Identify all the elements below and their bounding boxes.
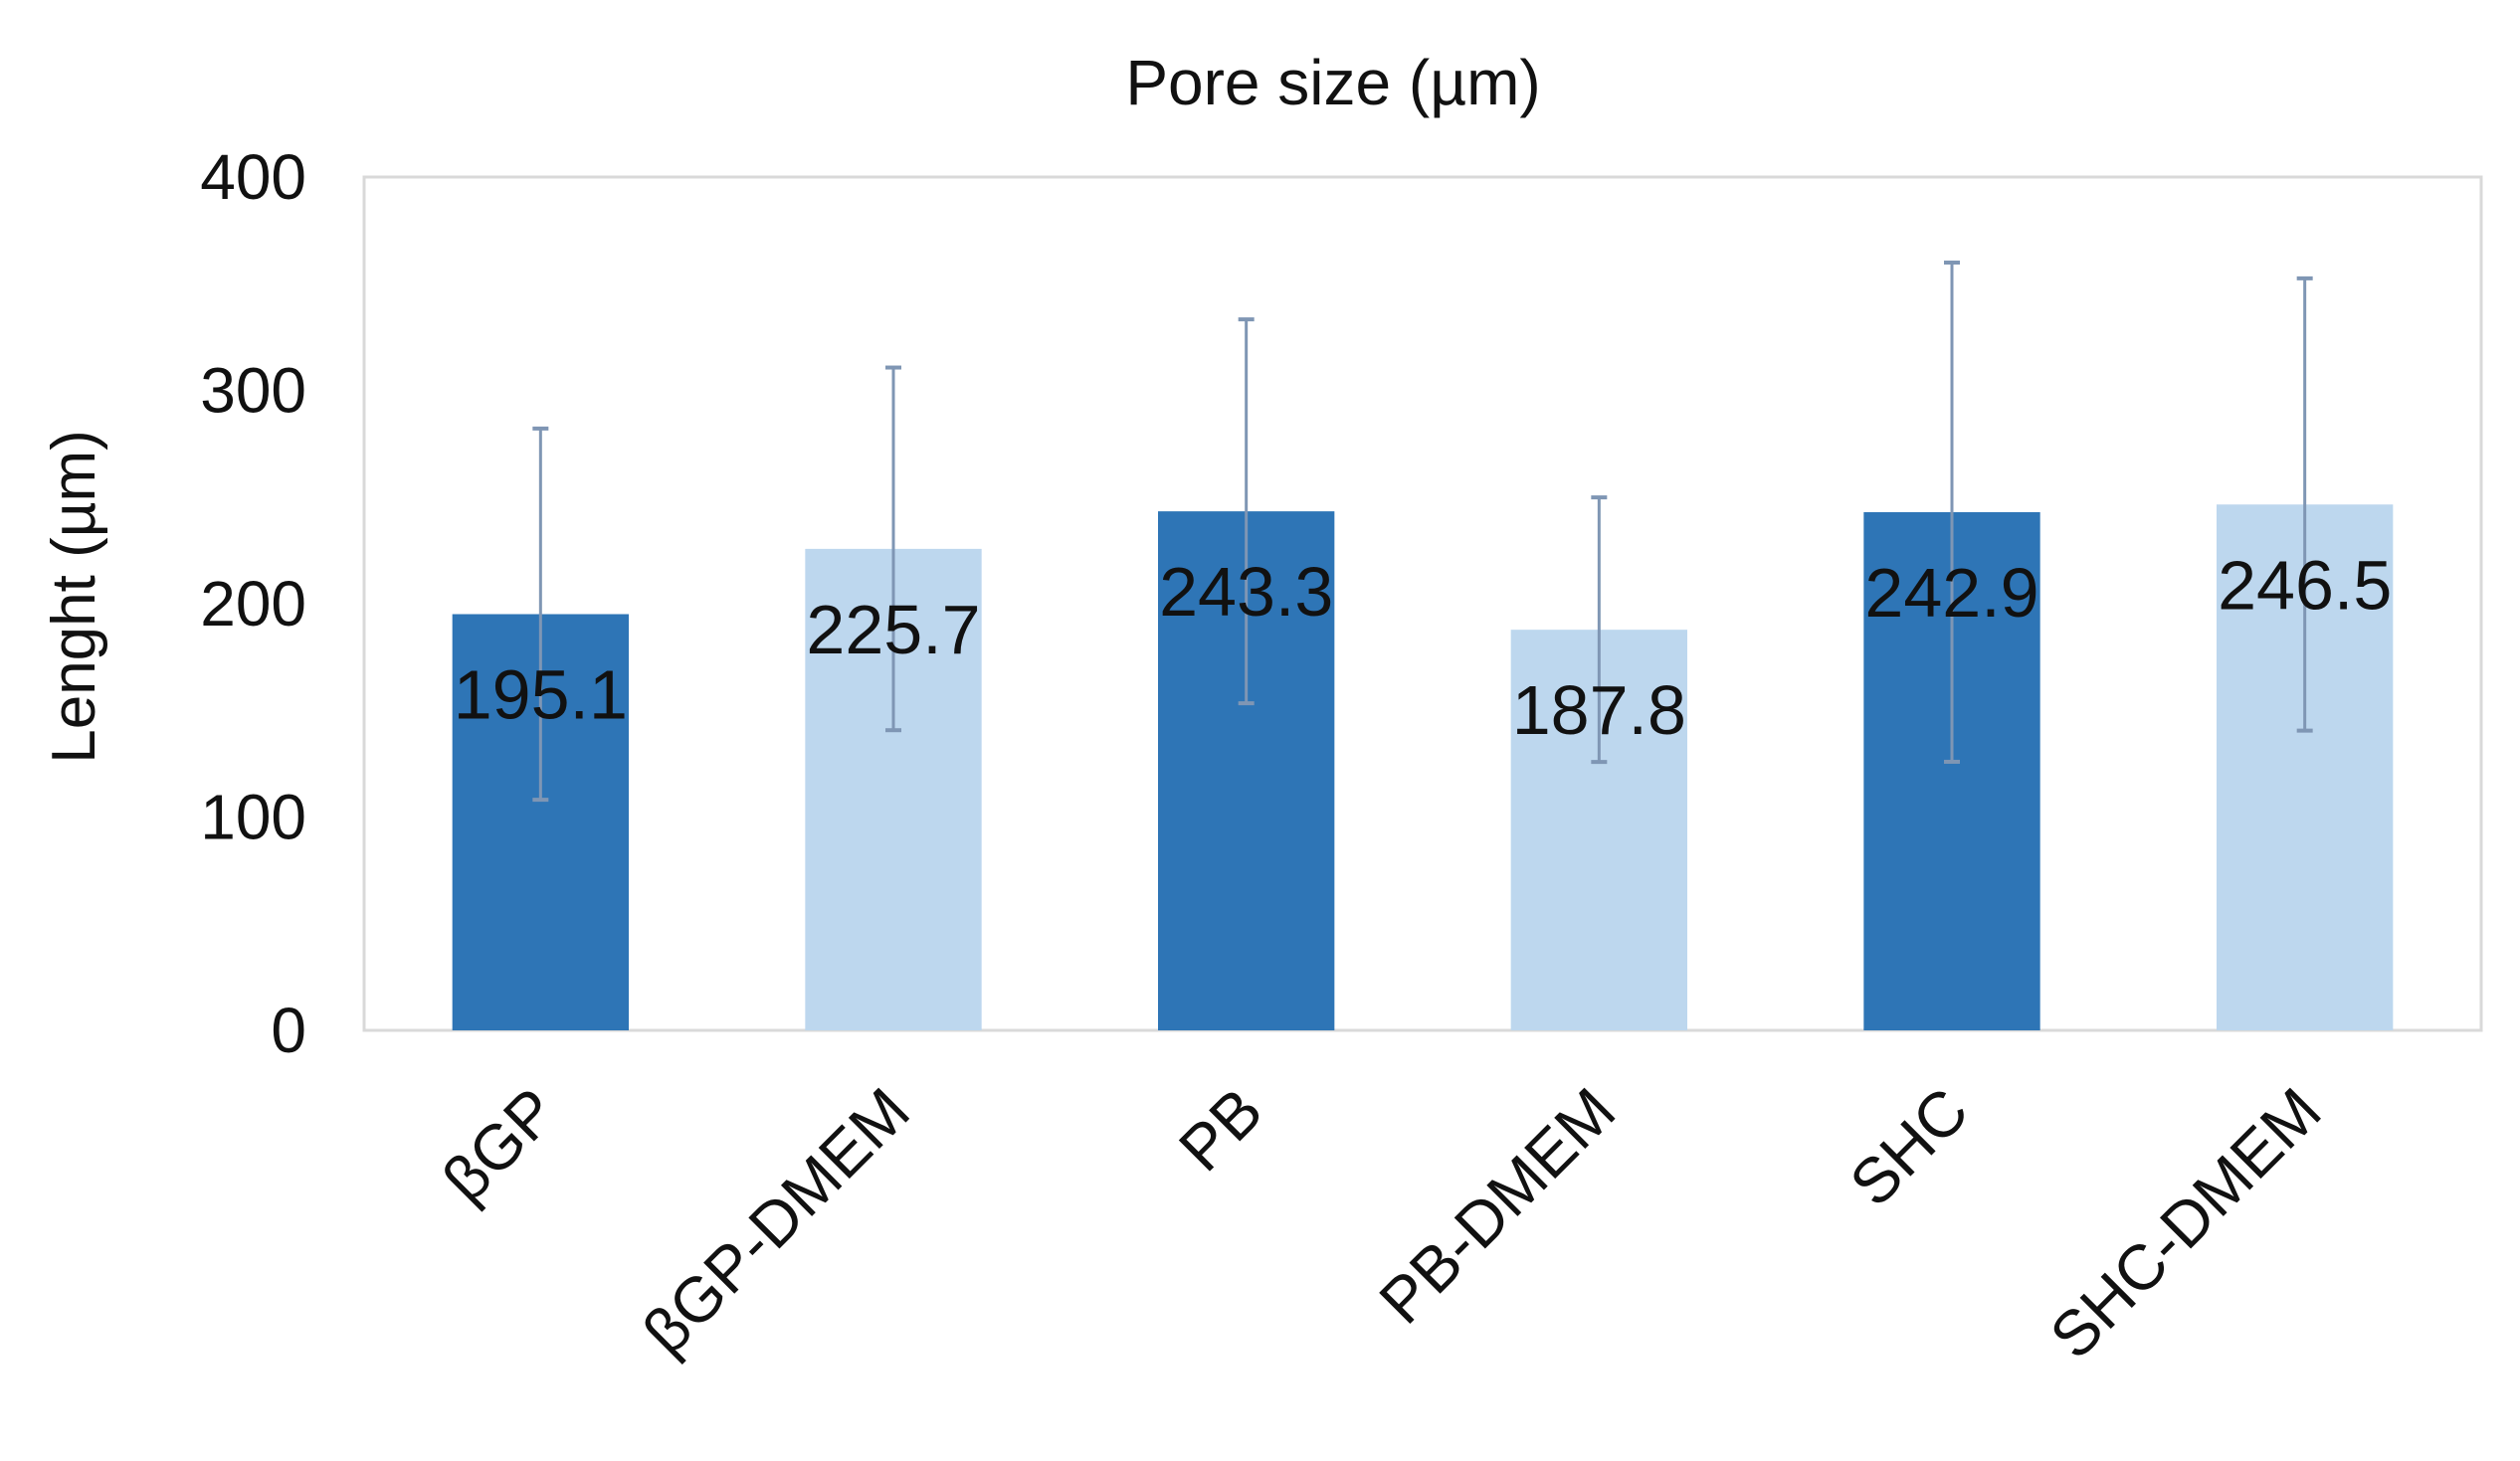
data-label: 242.9	[1864, 554, 2038, 632]
data-labels: 195.1 225.7 243.3 187.8 242.9 246.5	[454, 546, 2393, 749]
x-category-label: SHC-DMEM	[2036, 1074, 2335, 1372]
y-tick-label: 200	[200, 568, 306, 639]
y-tick-label: 300	[200, 355, 306, 427]
y-tick-label: 400	[200, 141, 306, 213]
bars	[452, 504, 2394, 1030]
x-category-label: βGP	[429, 1074, 570, 1215]
data-label: 225.7	[806, 591, 980, 668]
x-category-label: βGP-DMEM	[629, 1074, 923, 1369]
y-axis-label: Lenght (µm)	[40, 430, 108, 764]
data-label: 195.1	[454, 656, 628, 734]
x-category-label: PB	[1165, 1074, 1275, 1185]
y-axis-ticks: 0 100 200 300 400	[200, 141, 306, 1066]
y-tick-label: 100	[200, 782, 306, 853]
data-label: 187.8	[1512, 671, 1686, 749]
x-category-label: SHC	[1836, 1074, 1981, 1219]
y-tick-label: 0	[271, 995, 306, 1066]
chart-title: Pore size (µm)	[1125, 47, 1540, 118]
x-axis-category-labels: βGP βGP-DMEM PB PB-DMEM SHC SHC-DMEM	[429, 1074, 2335, 1372]
error-bars	[532, 261, 2313, 803]
plot-area-frame	[362, 175, 2483, 1032]
x-category-label: PB-DMEM	[1366, 1074, 1630, 1338]
data-label: 243.3	[1159, 553, 1333, 631]
data-label: 246.5	[2218, 546, 2392, 624]
